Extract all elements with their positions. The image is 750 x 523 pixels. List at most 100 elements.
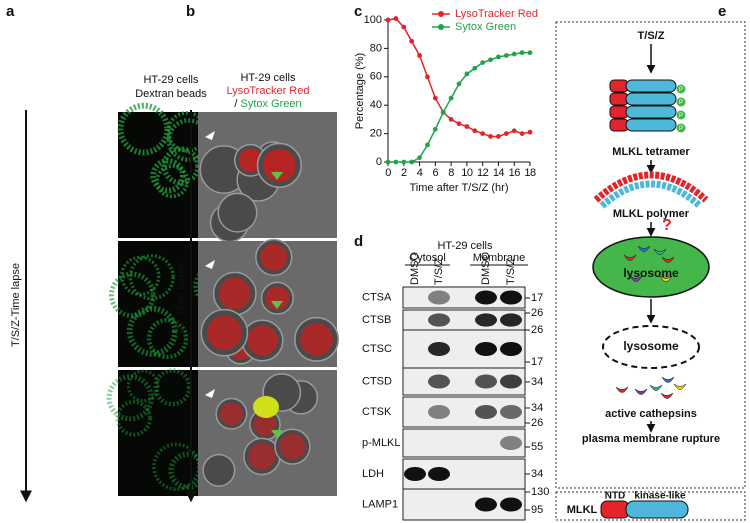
row-label: CTSA (362, 291, 392, 303)
red-signal (219, 402, 243, 426)
lane-label: DMSO (480, 252, 492, 285)
kinase (625, 92, 677, 106)
red-signal (260, 243, 288, 271)
x-tick-label: 18 (524, 167, 536, 179)
y-tick-label: 100 (364, 14, 382, 26)
lysosome-label: lysosome (623, 266, 679, 280)
data-point (409, 159, 415, 165)
mw-label: 26 (531, 307, 543, 319)
band (475, 405, 497, 419)
row-label: CTSK (362, 406, 392, 418)
x-tick-label: 4 (417, 167, 423, 179)
panel-title: Dextran beads (135, 88, 207, 100)
question-mark: ? (662, 217, 672, 234)
phospho-label: P (679, 87, 683, 93)
red-signal (253, 413, 277, 436)
band (428, 467, 450, 481)
data-point (488, 134, 493, 139)
polymer-red (593, 171, 709, 203)
band (475, 313, 497, 327)
phospho-site (676, 84, 686, 94)
panel-title: HT-29 cells (240, 72, 296, 84)
active-cathepsin (634, 388, 648, 395)
red-signal (300, 323, 333, 356)
data-point (472, 65, 478, 71)
ntd (609, 92, 629, 106)
mw-label: 55 (531, 441, 543, 453)
kinase (625, 79, 677, 93)
data-point (409, 38, 415, 44)
data-point (456, 121, 462, 127)
y-tick-label: 20 (370, 128, 382, 140)
mw-label: 34 (531, 402, 543, 414)
series-line (387, 17, 531, 138)
data-point (472, 128, 478, 134)
data-point (464, 124, 470, 129)
arrowhead-green (271, 301, 283, 309)
phospho-label: P (679, 126, 683, 132)
red-signal (265, 286, 290, 311)
schematic-box (555, 21, 746, 489)
red-signal (279, 433, 306, 460)
active-cathepsin (660, 392, 674, 399)
separator: / (234, 98, 238, 110)
data-point (527, 50, 533, 56)
data-point (527, 129, 533, 135)
domain-protein: MLKL (567, 504, 598, 516)
red-signal (247, 325, 278, 356)
band (500, 374, 522, 389)
red-signal (262, 148, 296, 182)
kinase (625, 118, 677, 132)
data-point (511, 51, 517, 57)
mw-label: 34 (531, 468, 543, 480)
band (428, 405, 450, 419)
band (500, 497, 522, 512)
cell-ring (117, 102, 171, 156)
cell-ring (161, 146, 201, 186)
data-point (519, 50, 525, 56)
panel-label: d (354, 233, 363, 250)
axis-label: T/S/Z-Time lapse (175, 263, 187, 347)
y-axis-label: Percentage (%) (354, 53, 366, 129)
group-label: Membrane (473, 252, 526, 264)
band (475, 374, 497, 389)
ntd-domain (600, 500, 630, 519)
trigger-label: T/S/Z (638, 30, 665, 42)
row-label: LDH (362, 468, 384, 480)
series-line (388, 51, 530, 163)
x-tick-label: 10 (461, 167, 473, 179)
red-signal (248, 442, 276, 470)
band (475, 290, 497, 305)
ruptured-lysosome (602, 325, 700, 369)
cell-ring (146, 317, 189, 360)
red-signal (238, 148, 263, 173)
band (500, 290, 522, 305)
data-point (385, 159, 391, 165)
mw-label: 26 (531, 417, 543, 429)
arrowhead-white (205, 389, 215, 398)
mw-label: 95 (531, 504, 543, 516)
data-point (417, 53, 422, 58)
data-point (519, 131, 525, 137)
phospho-label: P (679, 113, 683, 119)
band (428, 290, 450, 305)
red-signal (207, 315, 242, 351)
data-point (385, 17, 391, 23)
kinase-domain (625, 500, 689, 519)
polymer-blue (599, 180, 703, 209)
legend-label: LysoTracker Red (455, 8, 538, 20)
arrowhead-green (271, 172, 283, 180)
row-label: p-MLKL (362, 437, 401, 449)
data-point (448, 95, 454, 101)
band (404, 467, 426, 481)
band (500, 405, 522, 419)
cell-ring (150, 158, 186, 194)
domain-box (555, 491, 746, 521)
ntd (609, 118, 629, 132)
ntd (609, 105, 629, 119)
active-cathepsin (649, 384, 663, 391)
band (500, 342, 522, 356)
data-point (425, 74, 430, 80)
